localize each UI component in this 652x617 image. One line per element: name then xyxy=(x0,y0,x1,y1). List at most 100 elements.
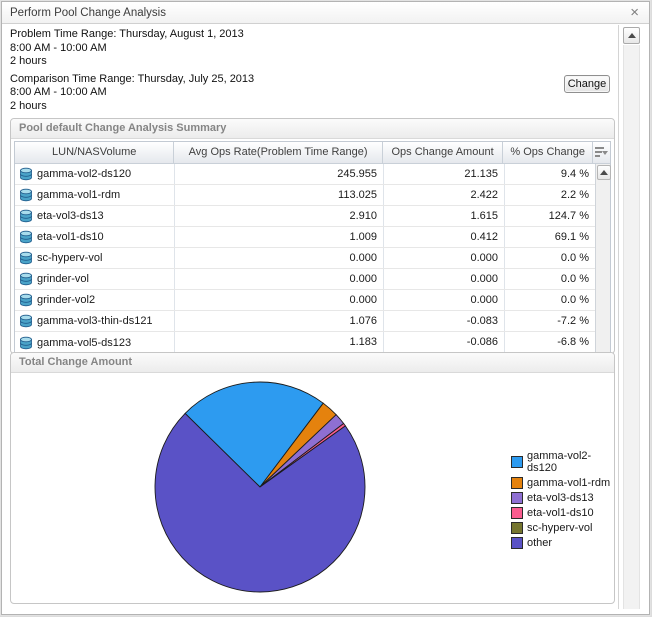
table-scrollbar[interactable] xyxy=(595,164,611,353)
lun-name-label: sc-hyperv-vol xyxy=(37,252,103,264)
cell-ops-change-amount: 0.000 xyxy=(384,290,505,310)
table-row[interactable]: gamma-vol3-thin-ds121 1.076 -0.083 -7.2 % xyxy=(15,311,595,332)
cell-lun-name: eta-vol3-ds13 xyxy=(15,206,175,226)
summary-panel-title: Pool default Change Analysis Summary xyxy=(11,119,614,139)
comparison-time-range-duration: 2 hours xyxy=(10,99,47,112)
table-scroll-up-button[interactable] xyxy=(597,165,611,180)
lun-name-label: eta-vol1-ds10 xyxy=(37,231,104,243)
main-scrollbar-track[interactable] xyxy=(623,45,640,609)
comparison-time-range-hours: 8:00 AM - 10:00 AM xyxy=(10,86,107,98)
cell-avg-ops-rate: 1.183 xyxy=(175,332,384,353)
lun-name-label: grinder-vol xyxy=(37,273,89,285)
cell-lun-name: eta-vol1-ds10 xyxy=(15,227,175,247)
volume-icon xyxy=(19,188,33,202)
cell-pct-ops-change: 0.0 % xyxy=(560,273,589,285)
volume-icon xyxy=(19,230,33,244)
table-row[interactable]: grinder-vol2 0.000 0.000 0.0 % xyxy=(15,290,595,311)
table-row[interactable]: grinder-vol 0.000 0.000 0.0 % xyxy=(15,269,595,290)
main-scrollbar[interactable] xyxy=(623,27,640,609)
cell-avg-ops-rate: 0.000 xyxy=(175,290,384,310)
volume-icon xyxy=(19,251,33,265)
problem-time-range-hours: 8:00 AM - 10:00 AM xyxy=(10,41,107,54)
table-row[interactable]: eta-vol1-ds10 1.009 0.412 69.1 % xyxy=(15,227,595,248)
cell-ops-change-amount: 1.615 xyxy=(384,206,505,226)
pie-slice-other xyxy=(154,412,366,593)
main-scroll-up-button[interactable] xyxy=(623,27,640,44)
cell-pct-ops-change: -6.8 % xyxy=(557,336,589,348)
cell-lun-name: grinder-vol xyxy=(15,269,175,289)
problem-time-range-heading: Problem Time Range: Thursday, August 1, … xyxy=(10,28,244,40)
pie-slice-gamma-vol2-ds120 xyxy=(184,381,324,488)
cell-pct-ops-change: 2.2 % xyxy=(560,189,589,201)
legend-swatch xyxy=(511,477,523,489)
legend-item-sc-hyperv-vol: sc-hyperv-vol xyxy=(511,522,614,534)
pie-chart: gamma-vol2-ds120 gamma-vol1-rdm eta-vol3-d… xyxy=(11,374,614,603)
cell-pct-ops-change: 9.4 % xyxy=(560,168,589,180)
volume-icon xyxy=(19,209,33,223)
content-right-edge xyxy=(618,25,619,609)
table-row[interactable]: gamma-vol5-ds123 1.183 -0.086 -6.8 % xyxy=(15,332,595,353)
table-row[interactable]: gamma-vol2-ds120 245.955 21.135 9.4 % xyxy=(15,164,595,185)
lun-name-label: gamma-vol5-ds123 xyxy=(37,336,132,349)
comparison-time-range-heading: Comparison Time Range: Thursday, July 25… xyxy=(10,72,255,85)
legend-swatch xyxy=(511,456,523,468)
column-chooser-button[interactable] xyxy=(593,142,610,164)
column-header-ops-change[interactable]: Ops Change Amount xyxy=(382,142,504,164)
cell-pct-ops-change: 0.0 % xyxy=(560,252,589,264)
cell-lun-name: grinder-vol2 xyxy=(15,290,175,310)
cell-avg-ops-rate: 0.000 xyxy=(175,248,384,268)
volume-icon xyxy=(19,167,33,181)
legend-label: gamma-vol1-rdm xyxy=(527,477,611,489)
legend-item-gamma-vol1-rdm: gamma-vol1-rdm xyxy=(511,477,614,489)
legend-swatch xyxy=(511,492,523,504)
legend-label: other xyxy=(527,537,553,549)
cell-lun-name: gamma-vol2-ds120 xyxy=(15,164,175,184)
cell-ops-change-amount: 0.000 xyxy=(384,269,505,289)
summary-table: LUN/NASVolume Avg Ops Rate(Problem Time … xyxy=(14,141,611,354)
close-icon[interactable]: × xyxy=(630,3,639,21)
summary-panel: Pool default Change Analysis Summary LUN… xyxy=(10,118,615,354)
legend-label: eta-vol1-ds10 xyxy=(527,507,594,519)
legend-swatch xyxy=(511,522,523,534)
legend-item-other: other xyxy=(511,537,614,549)
legend-item-eta-vol3-ds13: eta-vol3-ds13 xyxy=(511,492,614,504)
table-row[interactable]: gamma-vol1-rdm 113.025 2.422 2.2 % xyxy=(15,185,595,206)
table-row[interactable]: sc-hyperv-vol 0.000 0.000 0.0 % xyxy=(15,248,595,269)
change-button[interactable]: Change xyxy=(564,75,610,93)
lun-name-label: gamma-vol3-thin-ds121 xyxy=(37,315,153,327)
legend-item-eta-vol1-ds10: eta-vol1-ds10 xyxy=(511,507,614,519)
cell-pct-ops-change: 124.7 % xyxy=(548,210,589,222)
dialog-title: Perform Pool Change Analysis xyxy=(10,6,166,19)
cell-ops-change-amount: -0.086 xyxy=(384,332,505,353)
volume-icon xyxy=(19,293,33,307)
cell-avg-ops-rate: 245.955 xyxy=(175,164,384,184)
cell-avg-ops-rate: 2.910 xyxy=(175,206,384,226)
cell-pct-ops-change: -7.2 % xyxy=(557,315,589,327)
column-header-avg-ops[interactable]: Avg Ops Rate(Problem Time Range) xyxy=(174,142,383,164)
title-bar: Perform Pool Change Analysis × xyxy=(2,2,649,24)
cell-avg-ops-rate: 113.025 xyxy=(175,185,384,205)
legend-swatch xyxy=(511,507,523,519)
summary-table-header: LUN/NASVolume Avg Ops Rate(Problem Time … xyxy=(15,142,610,164)
cell-ops-change-amount: 0.000 xyxy=(384,248,505,268)
cell-avg-ops-rate: 1.009 xyxy=(175,227,384,247)
column-header-lun[interactable]: LUN/NASVolume xyxy=(15,142,175,164)
column-header-pct-ops-change[interactable]: % Ops Change xyxy=(503,142,594,164)
volume-icon xyxy=(19,336,33,350)
cell-lun-name: gamma-vol5-ds123 xyxy=(15,332,175,353)
scroll-up-icon xyxy=(600,170,608,175)
cell-avg-ops-rate: 1.076 xyxy=(175,311,384,331)
scroll-up-icon xyxy=(627,33,636,38)
cell-lun-name: gamma-vol3-thin-ds121 xyxy=(15,311,175,331)
problem-time-range: Problem Time Range: Thursday, August 1, … xyxy=(10,28,254,69)
chart-panel-title: Total Change Amount xyxy=(11,353,614,373)
lun-name-label: eta-vol3-ds13 xyxy=(37,210,104,222)
volume-icon xyxy=(19,314,33,328)
cell-pct-ops-change: 69.1 % xyxy=(554,231,589,243)
table-body-rows: gamma-vol2-ds120 245.955 21.135 9.4 % gamma-… xyxy=(15,164,595,353)
column-chooser-icon xyxy=(595,147,609,158)
legend-label: sc-hyperv-vol xyxy=(527,522,593,534)
table-row[interactable]: eta-vol3-ds13 2.910 1.615 124.7 % xyxy=(15,206,595,227)
chart-legend: gamma-vol2-ds120 gamma-vol1-rdm eta-vol3-d… xyxy=(511,450,614,549)
